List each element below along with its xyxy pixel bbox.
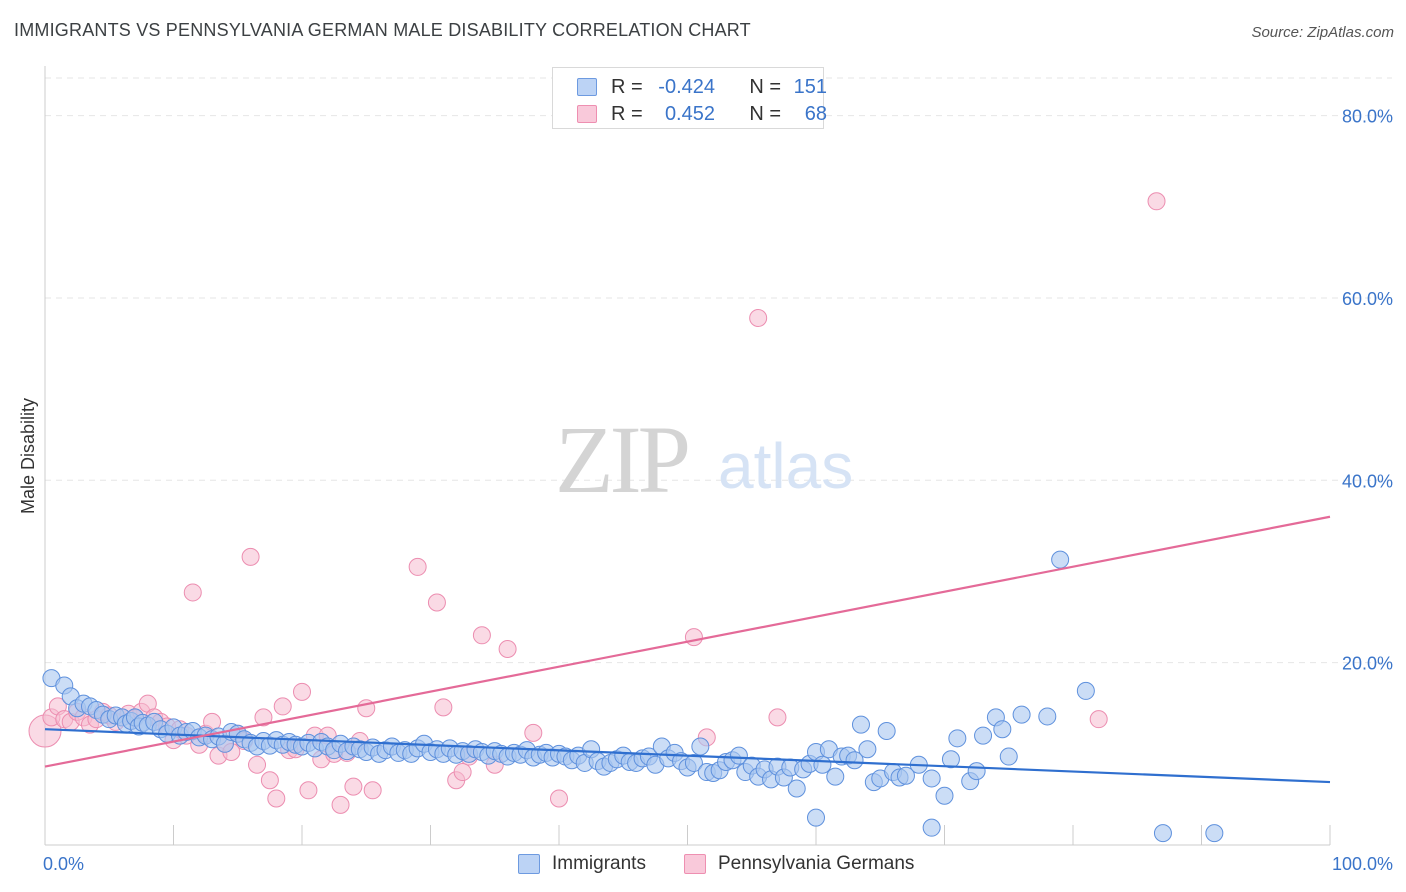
point-pennsylvania-germans [427, 593, 446, 612]
watermark: ZIP atlas [555, 406, 853, 513]
point-immigrants [787, 779, 806, 798]
point-immigrants [1205, 824, 1224, 843]
series-immigrants [42, 550, 1224, 843]
chart-title: IMMIGRANTS VS PENNSYLVANIA GERMAN MALE D… [14, 20, 751, 40]
legend-item-pennsylvania-germans: Pennsylvania Germans [684, 851, 914, 877]
point-immigrants [941, 750, 960, 769]
point-immigrants [1038, 707, 1057, 726]
y-tick-label-1: 40.0% [1342, 471, 1393, 491]
point-immigrants [877, 722, 896, 741]
point-pennsylvania-germans [524, 723, 543, 742]
point-pennsylvania-germans [684, 628, 703, 647]
point-pennsylvania-germans [267, 789, 286, 808]
watermark-atlas: atlas [718, 430, 853, 502]
point-immigrants [999, 747, 1018, 766]
legend-swatch-blue [518, 854, 540, 874]
r-value: 0.452 [664, 102, 715, 125]
point-pennsylvania-germans [248, 755, 267, 774]
point-immigrants [684, 753, 703, 772]
source-label: Source: ZipAtlas.com [1251, 24, 1394, 41]
point-immigrants [851, 715, 870, 734]
point-pennsylvania-germans [363, 781, 382, 800]
point-immigrants [807, 808, 825, 827]
point-immigrants [858, 740, 877, 759]
point-pennsylvania-germans [550, 789, 568, 808]
legend-swatch-blue [577, 78, 597, 96]
point-pennsylvania-germans [498, 639, 517, 658]
y-axis-label: Male Disability [18, 398, 38, 514]
point-immigrants [845, 751, 864, 770]
point-immigrants [729, 746, 748, 765]
point-immigrants [1051, 550, 1070, 569]
point-pennsylvania-germans [183, 583, 202, 602]
point-immigrants [993, 720, 1012, 739]
trend-lines [44, 515, 1331, 784]
point-pennsylvania-germans [299, 781, 318, 800]
point-immigrants [691, 737, 710, 756]
legend-row-immigrants: R = -0.424 N = 151 [577, 74, 827, 100]
point-pennsylvania-germans [434, 698, 453, 717]
n-label: N = [749, 75, 781, 98]
n-value: 68 [804, 102, 827, 125]
point-pennsylvania-germans [331, 795, 350, 814]
r-label: R = [611, 102, 643, 125]
x-tick-label-0: 0.0% [43, 854, 84, 874]
n-label: N = [749, 102, 781, 125]
point-immigrants [974, 726, 993, 745]
legend-swatch-pink [684, 854, 706, 874]
stats-legend: R = -0.424 N = 151 R = 0.452 N = 68 [552, 67, 827, 129]
r-label: R = [611, 75, 643, 98]
point-immigrants [967, 762, 986, 781]
trend-line-immigrants [44, 728, 1331, 784]
point-pennsylvania-germans [1089, 710, 1108, 729]
point-pennsylvania-germans [260, 771, 279, 790]
point-pennsylvania-germans [768, 708, 787, 727]
point-pennsylvania-germans [453, 763, 472, 782]
legend-label-immigrants: Immigrants [552, 853, 646, 874]
legend-label-pennsylvania-germans: Pennsylvania Germans [718, 853, 915, 874]
watermark-zip: ZIP [555, 406, 688, 513]
tick-labels: 20.0% 40.0% 60.0% 80.0% 0.0% 100.0% [43, 107, 1393, 874]
point-immigrants [922, 769, 941, 788]
point-pennsylvania-germans [241, 547, 260, 566]
grid-lines [45, 77, 1392, 664]
point-pennsylvania-germans [254, 708, 273, 727]
point-immigrants [948, 729, 967, 748]
point-pennsylvania-germans [1147, 192, 1166, 211]
x-tick-label-1: 100.0% [1332, 854, 1393, 874]
n-value: 151 [793, 75, 827, 98]
point-pennsylvania-germans [344, 777, 363, 796]
y-tick-label-3: 80.0% [1342, 107, 1393, 127]
point-immigrants [922, 818, 941, 837]
legend-item-immigrants: Immigrants [518, 851, 646, 877]
point-immigrants [826, 767, 845, 786]
legend-swatch-pink [577, 105, 597, 123]
legend-row-pennsylvania-germans: R = 0.452 N = 68 [577, 101, 827, 127]
point-immigrants [896, 766, 915, 785]
point-pennsylvania-germans [472, 626, 491, 645]
point-immigrants [935, 786, 954, 805]
point-immigrants [1076, 681, 1095, 700]
point-pennsylvania-germans [749, 309, 768, 327]
y-tick-label-2: 60.0% [1342, 289, 1393, 309]
point-pennsylvania-germans [408, 557, 427, 576]
point-pennsylvania-germans [293, 682, 311, 701]
point-immigrants [1153, 824, 1172, 843]
y-tick-label-0: 20.0% [1342, 654, 1393, 674]
trend-line-pennsylvania-germans [44, 515, 1331, 768]
r-value: -0.424 [658, 75, 715, 98]
point-pennsylvania-germans [273, 697, 292, 716]
point-immigrants [1012, 705, 1031, 724]
point-immigrants [813, 755, 832, 774]
